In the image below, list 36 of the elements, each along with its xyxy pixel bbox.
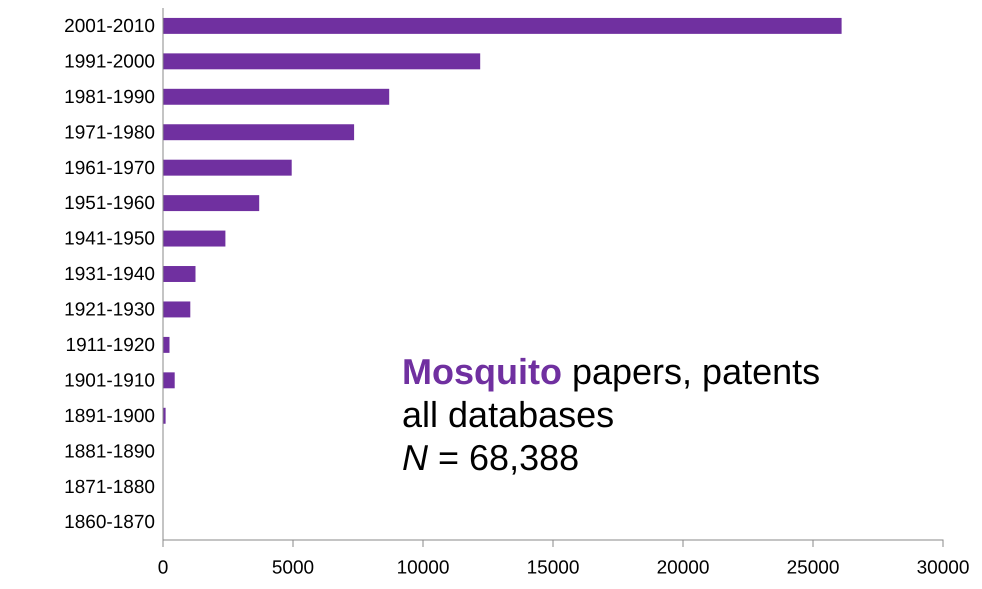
bar xyxy=(163,266,196,282)
bar xyxy=(163,18,842,34)
y-tick-label: 1941-1950 xyxy=(64,228,155,250)
x-tick-label: 25000 xyxy=(786,558,840,579)
y-tick-label: 1860-1870 xyxy=(64,512,155,534)
x-tick-label: 10000 xyxy=(396,558,450,579)
y-tick-label: 1901-1910 xyxy=(64,370,155,392)
y-tick-label: 1961-1970 xyxy=(64,158,155,179)
y-tick-label: 1911-1920 xyxy=(66,334,155,356)
y-tick-label: 1951-1960 xyxy=(64,193,155,214)
bar xyxy=(163,124,354,140)
y-tick-label: 1981-1990 xyxy=(64,86,155,108)
y-tick-label: 1921-1930 xyxy=(64,300,155,321)
y-tick-label: 1991-2000 xyxy=(64,51,155,72)
x-tick-label: 0 xyxy=(158,558,168,579)
y-tick-label: 2001-2010 xyxy=(64,16,155,37)
bar xyxy=(163,372,175,388)
x-tick-label: 30000 xyxy=(916,558,970,579)
y-tick-label: 1871-1880 xyxy=(64,476,155,498)
x-tick-label: 15000 xyxy=(526,558,580,579)
bar xyxy=(163,53,480,70)
annotation: all databases xyxy=(402,394,614,435)
annotation: Mosquito papers, patents xyxy=(402,351,820,392)
bar xyxy=(163,195,260,212)
y-tick-label: 1881-1890 xyxy=(64,441,155,462)
y-tick-label: 1931-1940 xyxy=(64,264,155,286)
bar xyxy=(163,230,226,247)
bar xyxy=(163,336,170,353)
annotation: N = 68,388 xyxy=(402,437,580,478)
y-tick-label: 1891-1900 xyxy=(64,406,155,427)
y-tick-label: 1971-1980 xyxy=(64,122,155,144)
x-tick-label: 20000 xyxy=(656,558,710,579)
x-tick-label: 5000 xyxy=(272,558,314,579)
bar xyxy=(163,88,390,105)
bar xyxy=(163,301,190,318)
bar xyxy=(163,160,292,176)
